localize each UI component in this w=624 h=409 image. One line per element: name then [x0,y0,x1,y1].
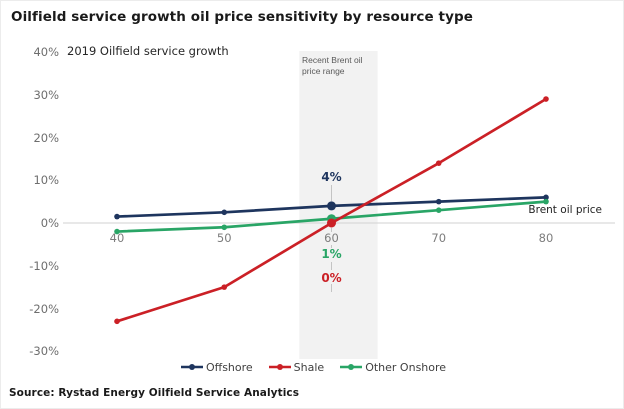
series-marker-offshore [327,201,336,211]
series-marker-other-onshore [543,198,549,205]
legend-item-shale: Shale [268,360,325,374]
series-marker-offshore [543,194,549,201]
legend-marker-icon [268,364,291,370]
series-marker-offshore [114,213,120,220]
legend-marker-icon [340,364,363,370]
legend-label: Other Onshore [365,360,447,374]
legend-label: Offshore [205,360,253,374]
y-axis-title: 2019 Oilfield service growth [67,44,229,58]
legend-marker-icon [180,364,203,370]
series-marker-other-onshore [114,228,120,235]
series-marker-shale [327,218,336,228]
series-marker-shale [114,318,120,325]
series-marker-offshore [221,209,228,216]
series-marker-shale [543,96,549,102]
series-marker-shale [221,284,228,290]
series-marker-other-onshore [435,207,442,213]
series-marker-other-onshore [221,224,228,231]
chart-title: Oilfield service growth oil price sensit… [11,9,473,25]
series-marker-shale [435,160,442,166]
legend: Offshore Shale Other Onshore [1,359,623,375]
legend-item-other-onshore: Other Onshore [339,361,446,374]
legend-label: Shale [293,360,325,374]
source-note: Source: Rystad Energy Oilfield Service A… [9,387,300,399]
series-marker-offshore [435,198,442,205]
legend-item-offshore: Offshore [180,361,253,374]
